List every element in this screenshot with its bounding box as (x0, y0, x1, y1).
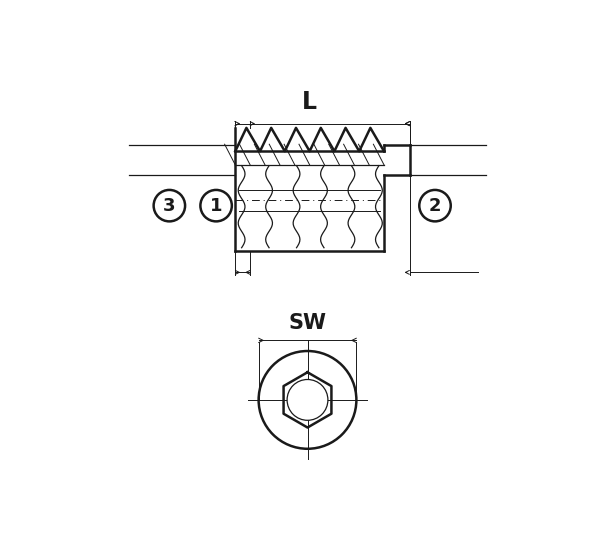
Circle shape (154, 190, 185, 221)
Circle shape (287, 379, 328, 420)
Text: 3: 3 (163, 197, 176, 215)
Text: 1: 1 (210, 197, 223, 215)
Circle shape (259, 351, 356, 449)
Text: L: L (302, 91, 317, 114)
Text: SW: SW (289, 313, 326, 333)
Circle shape (200, 190, 232, 221)
Circle shape (419, 190, 451, 221)
Text: 2: 2 (429, 197, 441, 215)
